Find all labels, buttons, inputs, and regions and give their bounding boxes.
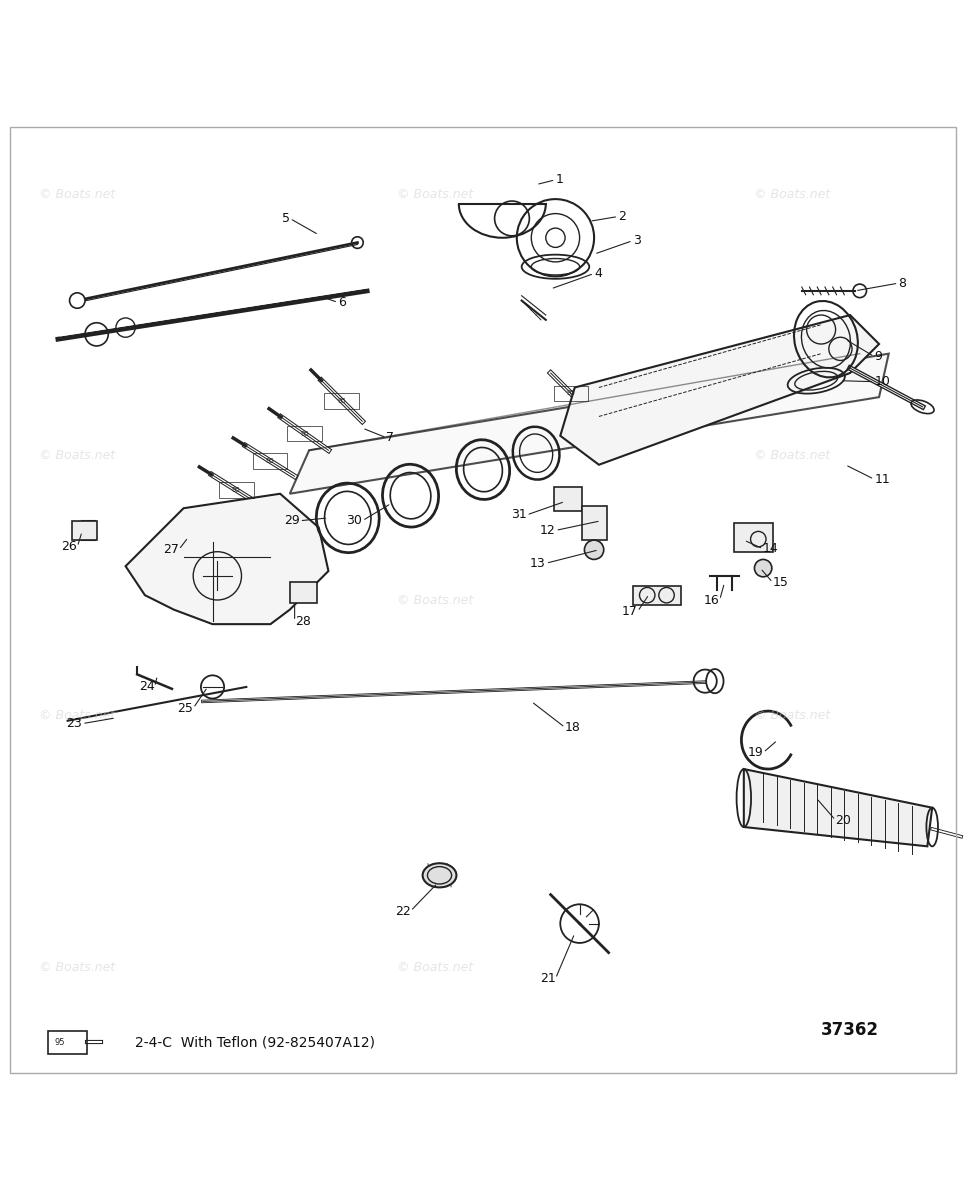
- Text: 2: 2: [618, 210, 626, 223]
- Polygon shape: [126, 493, 328, 624]
- Text: 4: 4: [594, 266, 602, 280]
- Bar: [325, 394, 359, 408]
- Text: 95: 95: [567, 390, 576, 396]
- Text: © Boats.net: © Boats.net: [40, 449, 115, 462]
- Text: 29: 29: [284, 515, 299, 527]
- Bar: [554, 487, 582, 511]
- Text: 31: 31: [511, 509, 526, 522]
- Text: 95: 95: [266, 458, 274, 464]
- Circle shape: [584, 540, 604, 559]
- Text: 25: 25: [178, 702, 193, 715]
- Text: 8: 8: [898, 277, 906, 289]
- Text: 95: 95: [232, 487, 241, 493]
- Text: 2-4-C  With Teflon (92-825407A12): 2-4-C With Teflon (92-825407A12): [135, 1036, 375, 1050]
- Text: © Boats.net: © Boats.net: [40, 960, 115, 973]
- Text: 20: 20: [836, 814, 851, 827]
- Polygon shape: [744, 769, 932, 846]
- Text: © Boats.net: © Boats.net: [397, 960, 472, 973]
- Text: 22: 22: [395, 905, 411, 918]
- Text: 24: 24: [139, 680, 155, 694]
- Bar: [72, 521, 97, 540]
- Text: 10: 10: [874, 376, 890, 388]
- Text: © Boats.net: © Boats.net: [40, 187, 115, 200]
- Circle shape: [754, 559, 772, 577]
- Text: 3: 3: [633, 234, 640, 247]
- Polygon shape: [560, 316, 879, 464]
- Bar: [219, 482, 254, 498]
- Bar: [633, 586, 681, 605]
- Text: © Boats.net: © Boats.net: [397, 187, 472, 200]
- Text: 16: 16: [704, 594, 720, 606]
- Text: 9: 9: [874, 350, 882, 364]
- Text: 19: 19: [748, 746, 763, 760]
- Bar: [290, 582, 317, 602]
- Bar: [582, 506, 607, 540]
- Bar: [734, 523, 773, 552]
- Text: 6: 6: [338, 296, 346, 308]
- Text: 12: 12: [540, 524, 555, 536]
- Text: © Boats.net: © Boats.net: [754, 187, 830, 200]
- Bar: [48, 1031, 87, 1054]
- Text: 13: 13: [530, 557, 546, 570]
- Text: 11: 11: [874, 473, 890, 486]
- Text: © Boats.net: © Boats.net: [40, 709, 115, 722]
- Text: 95: 95: [300, 431, 309, 437]
- Text: 5: 5: [282, 212, 290, 224]
- Text: 26: 26: [62, 540, 77, 553]
- Text: 23: 23: [67, 718, 82, 730]
- Text: 14: 14: [763, 542, 779, 556]
- Text: 37362: 37362: [821, 1021, 879, 1039]
- Ellipse shape: [423, 863, 457, 887]
- Text: © Boats.net: © Boats.net: [754, 449, 830, 462]
- Circle shape: [70, 293, 85, 308]
- Text: 30: 30: [347, 515, 362, 527]
- Text: 1: 1: [555, 173, 563, 186]
- Text: 17: 17: [622, 605, 638, 618]
- Text: 7: 7: [386, 431, 394, 444]
- Text: 28: 28: [295, 614, 310, 628]
- Text: 95: 95: [337, 397, 346, 403]
- Text: 27: 27: [163, 544, 179, 557]
- Bar: [287, 426, 322, 442]
- Text: © Boats.net: © Boats.net: [754, 709, 830, 722]
- Bar: [253, 454, 288, 469]
- Text: © Boats.net: © Boats.net: [397, 594, 472, 606]
- Text: 21: 21: [540, 972, 555, 985]
- Bar: [554, 385, 588, 401]
- Polygon shape: [290, 354, 889, 493]
- Text: 18: 18: [565, 721, 581, 734]
- Text: 95: 95: [55, 1038, 65, 1046]
- Text: 15: 15: [773, 576, 788, 589]
